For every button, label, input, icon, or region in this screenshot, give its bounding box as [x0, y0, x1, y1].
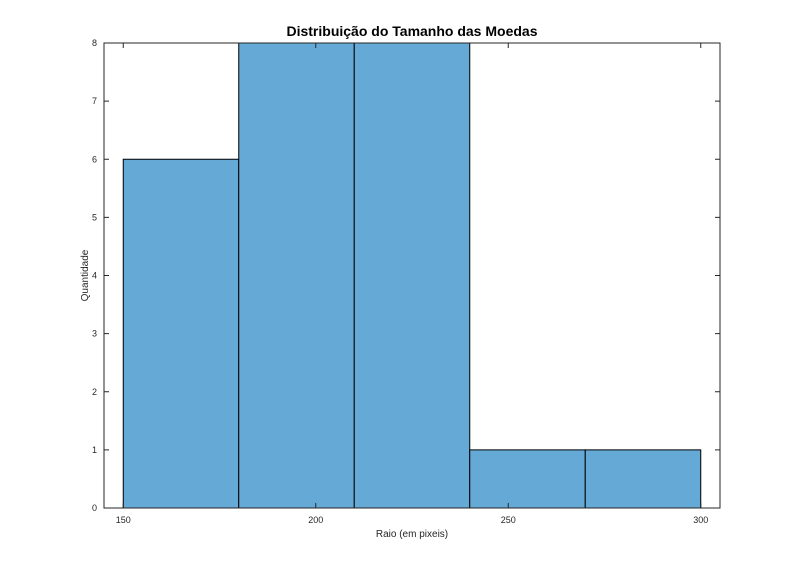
histogram-bars [122, 42, 702, 509]
x-tick-label: 300 [693, 515, 708, 525]
x-axis-label: Raio (em pixeis) [376, 529, 448, 540]
x-tick-label: 200 [308, 515, 323, 525]
x-tick-label: 150 [116, 515, 131, 525]
y-axis-label: Quantidade [80, 249, 91, 301]
histogram-bar [584, 449, 702, 509]
x-tick-label: 250 [501, 515, 516, 525]
y-tick-label: 0 [92, 503, 97, 513]
y-tick-label: 5 [92, 212, 97, 222]
histogram-bar [122, 158, 240, 509]
axes-box [103, 42, 721, 509]
chart-title: Distribuição do Tamanho das Moedas [286, 23, 537, 39]
y-tick-label: 8 [92, 38, 97, 48]
y-tick-label: 4 [92, 271, 97, 281]
y-tick-label: 3 [92, 329, 97, 339]
y-tick-label: 2 [92, 387, 97, 397]
histogram-bar [353, 42, 471, 509]
y-tick-label: 1 [92, 445, 97, 455]
y-tick-label: 6 [92, 154, 97, 164]
axis-ticks: 150 200 250 300 0 1 2 3 4 5 6 7 8 [92, 38, 720, 525]
histogram-bar [469, 449, 586, 509]
y-tick-label: 7 [92, 96, 97, 106]
histogram-bar [238, 42, 355, 509]
